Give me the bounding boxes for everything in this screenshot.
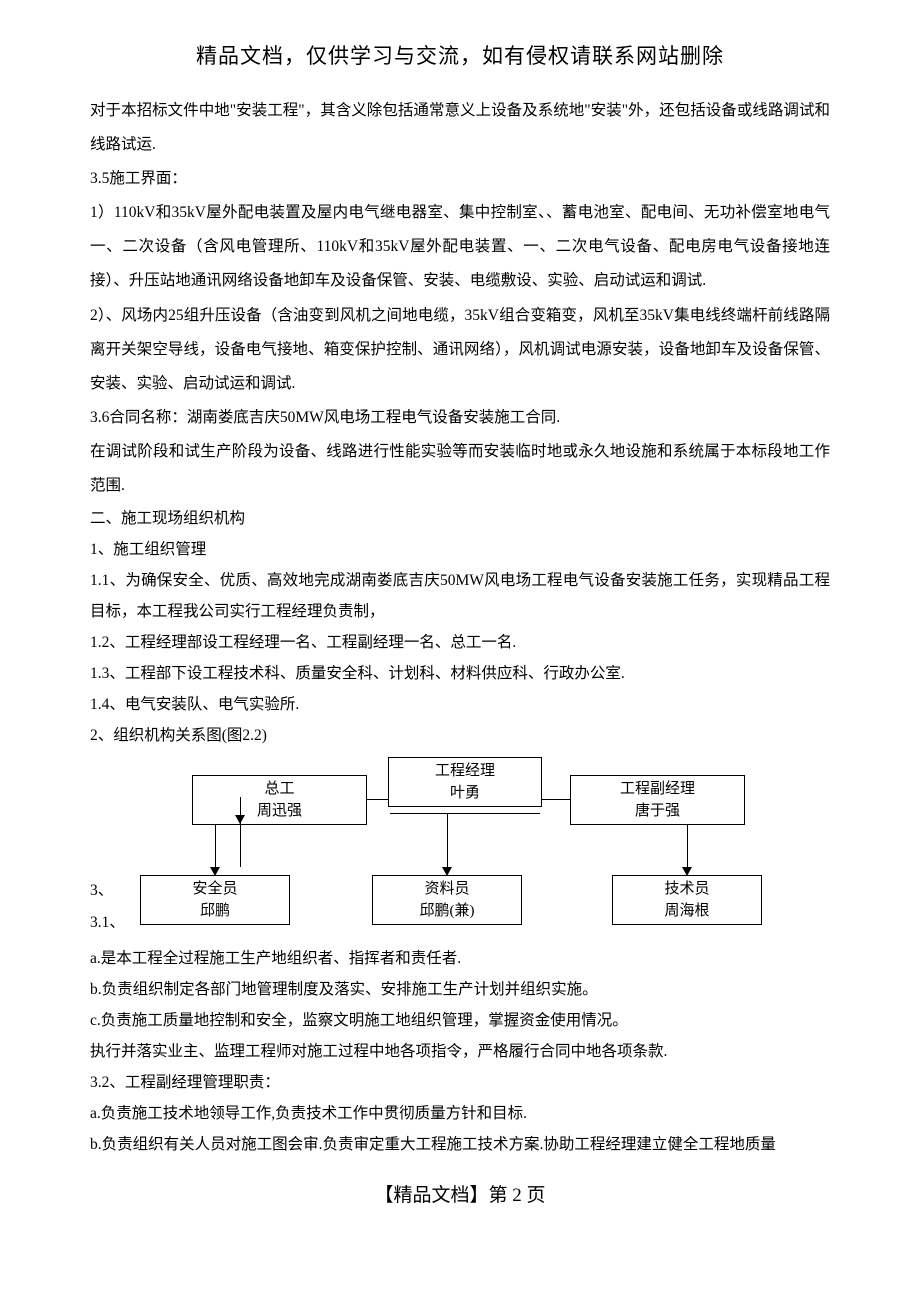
node-name: 叶勇	[389, 782, 541, 805]
arrow-icon	[235, 815, 245, 824]
paragraph: 2）、风场内25组升压设备（含油变到风机之间地电缆，35kV组合变箱变，风机至3…	[90, 299, 830, 401]
paragraph: a.是本工程全过程施工生产地组织者、指挥者和责任者.	[90, 943, 830, 974]
node-name: 周海根	[613, 900, 761, 923]
page-footer: 【精品文档】第 2 页	[90, 1180, 830, 1207]
paragraph: 1.1、为确保安全、优质、高效地完成湖南娄底吉庆50MW风电场工程电气设备安装施…	[90, 565, 830, 627]
overlay-text: 3.1、	[90, 907, 125, 938]
paragraph: 3.5施工界面：	[90, 162, 830, 196]
paragraph: 对于本招标文件中地"安装工程"，其含义除包括通常意义上设备及系统地"安装"外，还…	[90, 94, 830, 162]
paragraph: 在调试阶段和试生产阶段为设备、线路进行性能实验等而安装临时地或永久地设施和系统属…	[90, 435, 830, 503]
paragraph: 二、施工现场组织机构	[90, 503, 830, 534]
node-title: 资料员	[373, 878, 521, 901]
connector-line	[240, 797, 241, 867]
connector-line	[542, 799, 570, 800]
paragraph: 2、组织机构关系图(图2.2)	[90, 720, 830, 751]
paragraph: 执行并落实业主、监理工程师对施工过程中地各项指令，严格履行合同中地各项条款.	[90, 1036, 830, 1067]
org-node-manager: 工程经理 叶勇	[388, 757, 542, 807]
node-title: 安全员	[141, 878, 289, 901]
connector-line	[447, 813, 448, 867]
node-name: 周迅强	[193, 800, 366, 823]
connector-line	[367, 799, 388, 800]
paragraph: 3.2、工程副经理管理职责：	[90, 1067, 830, 1098]
paragraph: 1）110kV和35kV屋外配电装置及屋内电气继电器室、集中控制室、、蓄电池室、…	[90, 196, 830, 298]
connector-line	[390, 813, 540, 814]
overlay-text: 3、	[90, 875, 113, 906]
node-name: 邱鹏	[141, 900, 289, 923]
paragraph: 1、施工组织管理	[90, 534, 830, 565]
org-node-documents: 资料员 邱鹏(兼)	[372, 875, 522, 925]
org-chart: 工程经理 叶勇 总工 周迅强 工程副经理 唐于强 安全	[90, 757, 830, 935]
paragraph: 1.2、工程经理部设工程经理一名、工程副经理一名、总工一名.	[90, 627, 830, 658]
paragraph: c.负责施工质量地控制和安全，监察文明施工地组织管理，掌握资金使用情况。	[90, 1005, 830, 1036]
node-title: 工程副经理	[571, 778, 744, 801]
node-title: 工程经理	[389, 760, 541, 783]
node-name: 唐于强	[571, 800, 744, 823]
paragraph: a.负责施工技术地领导工作,负责技术工作中贯彻质量方针和目标.	[90, 1098, 830, 1129]
document-page: 精品文档，仅供学习与交流，如有侵权请联系网站删除 对于本招标文件中地"安装工程"…	[0, 0, 920, 1237]
org-node-engineer: 技术员 周海根	[612, 875, 762, 925]
node-name: 邱鹏(兼)	[373, 900, 521, 923]
paragraph: 1.4、电气安装队、电气实验所.	[90, 689, 830, 720]
paragraph: b.负责组织有关人员对施工图会审.负责审定重大工程施工技术方案.协助工程经理建立…	[90, 1129, 830, 1160]
page-header: 精品文档，仅供学习与交流，如有侵权请联系网站删除	[90, 40, 830, 70]
org-node-deputy-manager: 工程副经理 唐于强	[570, 775, 745, 825]
paragraph: 1.3、工程部下设工程技术科、质量安全科、计划科、材料供应科、行政办公室.	[90, 658, 830, 689]
org-node-chief-engineer: 总工 周迅强	[192, 775, 367, 825]
node-title: 总工	[193, 778, 366, 801]
paragraph: 3.6合同名称：湖南娄底吉庆50MW风电场工程电气设备安装施工合同.	[90, 401, 830, 435]
connector-line	[215, 825, 216, 867]
node-title: 技术员	[613, 878, 761, 901]
org-node-safety: 安全员 邱鹏	[140, 875, 290, 925]
connector-line	[687, 825, 688, 867]
paragraph: b.负责组织制定各部门地管理制度及落实、安排施工生产计划并组织实施。	[90, 974, 830, 1005]
